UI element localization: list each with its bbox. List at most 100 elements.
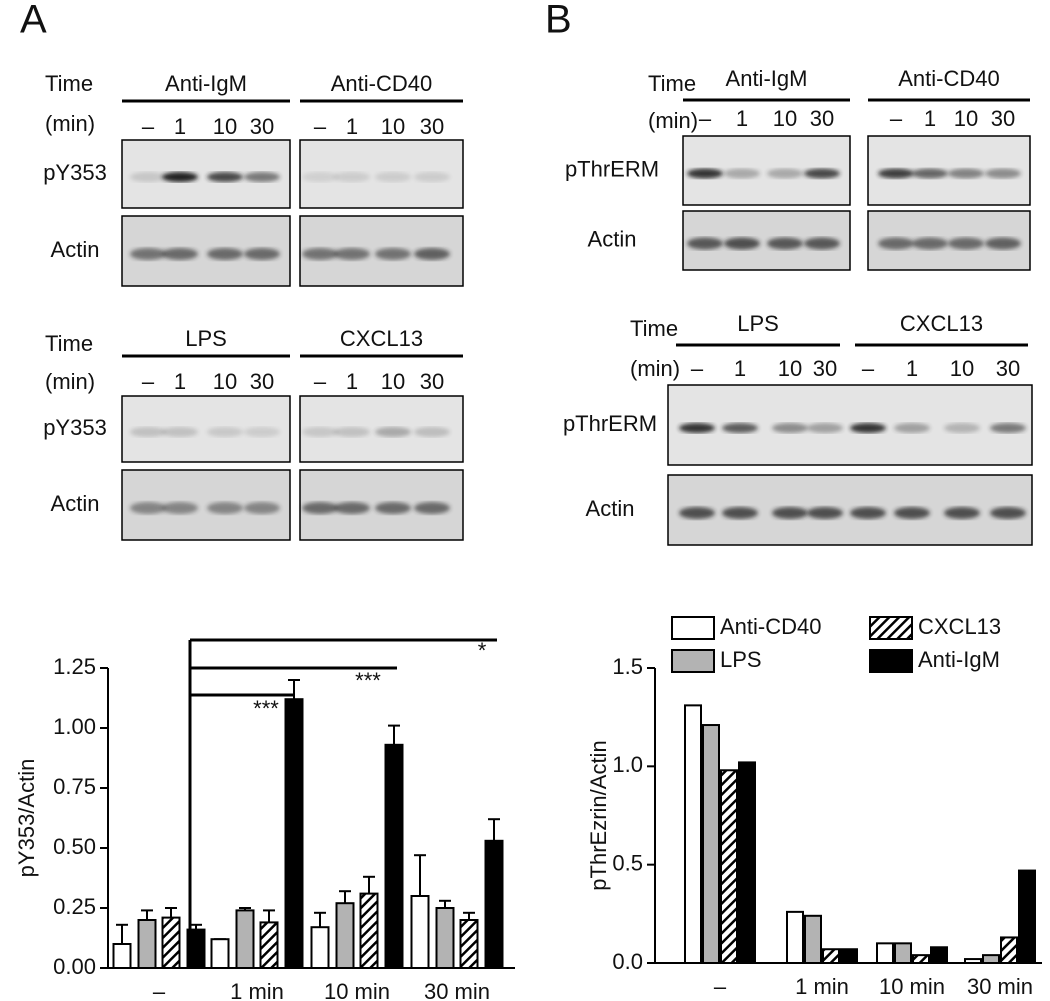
bar xyxy=(235,909,255,970)
panel-label: A xyxy=(20,0,47,42)
band xyxy=(944,423,980,433)
legend-swatch xyxy=(671,616,715,640)
lane-label: 1 xyxy=(734,356,746,381)
bar xyxy=(822,948,840,965)
treatment-label: LPS xyxy=(185,326,227,351)
bar xyxy=(310,926,330,970)
blot xyxy=(667,384,1033,466)
lane-label: 1 xyxy=(346,114,358,139)
panel-label: B xyxy=(545,0,572,42)
lane-label: 30 xyxy=(420,369,444,394)
bar xyxy=(384,743,404,969)
band xyxy=(162,502,198,514)
unit-label: (min) xyxy=(45,369,95,394)
band xyxy=(722,423,758,433)
band xyxy=(894,507,930,519)
x-tick-label: 30 min xyxy=(967,974,1033,999)
band xyxy=(772,507,808,519)
bar xyxy=(186,928,206,969)
y-tick-label: 0.00 xyxy=(53,954,96,979)
lane-label: 10 xyxy=(213,114,237,139)
bar xyxy=(738,761,756,965)
band xyxy=(130,502,166,514)
unit-label: (min) xyxy=(45,111,95,136)
lane-label: 1 xyxy=(906,356,918,381)
lane-label: 1 xyxy=(346,369,358,394)
bar xyxy=(684,704,702,964)
lane-label: 10 xyxy=(213,369,237,394)
bar xyxy=(161,916,181,969)
legend-swatch xyxy=(671,649,715,673)
band xyxy=(807,423,843,433)
x-tick-label: 1 min xyxy=(795,974,849,999)
bar xyxy=(335,902,355,970)
y-axis-label: pY353/Actin xyxy=(14,759,39,878)
y-tick-label: 0.75 xyxy=(53,774,96,799)
y-tick-label: 0.0 xyxy=(612,949,643,974)
band xyxy=(724,168,760,179)
lane-label: – xyxy=(142,369,155,394)
significance: * xyxy=(478,638,487,663)
bar xyxy=(982,954,1000,965)
band xyxy=(207,248,243,260)
bar xyxy=(259,921,279,970)
legend-swatch xyxy=(869,649,913,673)
bar xyxy=(359,892,379,969)
lane-label: 10 xyxy=(778,356,802,381)
band xyxy=(687,168,723,179)
band xyxy=(878,237,914,250)
band xyxy=(912,237,948,250)
band xyxy=(804,237,840,250)
x-tick-label: 30 min xyxy=(424,979,490,1001)
x-tick-label: – xyxy=(714,974,727,999)
band xyxy=(767,237,803,250)
lane-label: – xyxy=(314,369,327,394)
band xyxy=(985,237,1021,250)
band xyxy=(985,168,1021,179)
band xyxy=(130,172,166,182)
band xyxy=(302,248,338,260)
lane-label: 1 xyxy=(174,369,186,394)
band xyxy=(679,507,715,519)
time-label: Time xyxy=(648,71,696,96)
legend-label: LPS xyxy=(720,647,762,672)
lane-label: 10 xyxy=(381,114,405,139)
band xyxy=(414,502,450,514)
band xyxy=(948,237,984,250)
bar xyxy=(1018,869,1036,964)
lane-label: 10 xyxy=(381,369,405,394)
bar xyxy=(484,839,504,969)
lane-label: – xyxy=(314,114,327,139)
band xyxy=(912,168,948,179)
bar xyxy=(702,724,720,964)
treatment-label: CXCL13 xyxy=(900,311,983,336)
band xyxy=(850,423,886,433)
band xyxy=(804,168,840,179)
legend-swatch xyxy=(869,616,913,640)
band xyxy=(302,172,338,182)
treatment-label: Anti-CD40 xyxy=(331,71,432,96)
band xyxy=(244,502,280,514)
y-tick-label: 1.0 xyxy=(612,752,643,777)
row-label: Actin xyxy=(586,496,635,521)
lane-label: – xyxy=(862,356,875,381)
band xyxy=(375,172,411,182)
x-tick-label: 10 min xyxy=(324,979,390,1001)
x-tick-label: 1 min xyxy=(230,979,284,1001)
lane-label: 30 xyxy=(420,114,444,139)
lane-label: – xyxy=(142,114,155,139)
band xyxy=(807,507,843,519)
bar xyxy=(894,942,912,964)
row-label: pThrERM xyxy=(563,411,657,436)
lane-label: – xyxy=(890,106,903,131)
y-tick-label: 1.25 xyxy=(53,654,96,679)
treatment-label: Anti-IgM xyxy=(165,71,247,96)
x-tick-label: – xyxy=(153,979,166,1001)
row-label: Actin xyxy=(51,491,100,516)
band xyxy=(207,172,243,182)
band xyxy=(162,427,198,437)
band xyxy=(334,172,370,182)
bar xyxy=(284,698,304,969)
band xyxy=(375,248,411,260)
